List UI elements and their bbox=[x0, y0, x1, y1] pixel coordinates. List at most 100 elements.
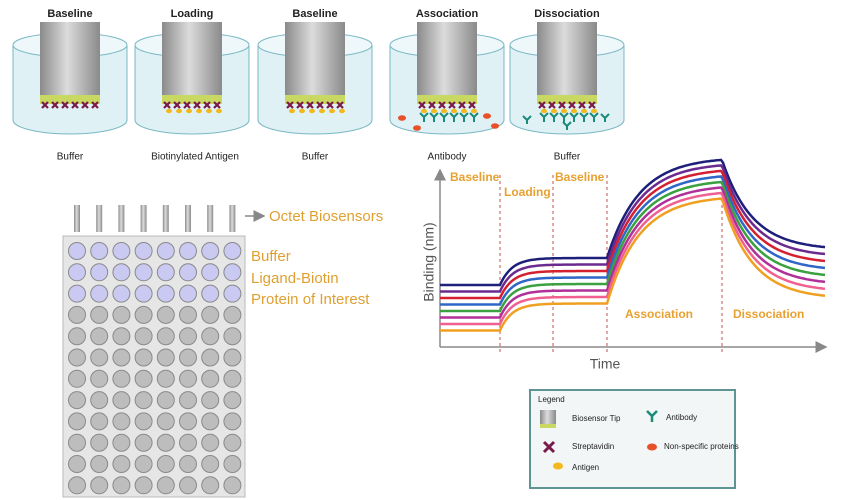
step-title: Baseline bbox=[47, 8, 92, 20]
streptavidin bbox=[41, 101, 49, 109]
streptavidin bbox=[588, 101, 596, 109]
well bbox=[223, 263, 242, 282]
antibody bbox=[459, 112, 469, 122]
well bbox=[156, 391, 175, 410]
sensor-tip bbox=[285, 22, 345, 96]
antibody bbox=[522, 115, 532, 124]
well bbox=[223, 242, 242, 260]
well bbox=[112, 412, 131, 431]
antigen bbox=[551, 108, 557, 114]
graph bbox=[434, 158, 828, 353]
sensor-band bbox=[537, 95, 597, 104]
y-label: Binding (nm) bbox=[421, 222, 437, 301]
streptavidin bbox=[316, 101, 324, 109]
antigen bbox=[329, 108, 335, 114]
icon-streptavidin bbox=[542, 440, 556, 454]
step-caption: Antibody bbox=[428, 152, 467, 163]
well bbox=[134, 412, 153, 431]
nonspecific bbox=[483, 113, 491, 119]
icon-tip-band bbox=[540, 424, 556, 428]
well bbox=[179, 305, 197, 324]
streptavidin bbox=[538, 101, 546, 109]
antigen bbox=[216, 108, 222, 114]
sensor-tip bbox=[162, 22, 222, 96]
streptavidin bbox=[286, 101, 294, 109]
sensor-band bbox=[417, 95, 477, 104]
step-title: Dissociation bbox=[534, 8, 600, 20]
binding-curve bbox=[440, 175, 826, 306]
well bbox=[134, 391, 153, 410]
well bbox=[68, 284, 86, 303]
streptavidin bbox=[418, 101, 426, 109]
antibody bbox=[429, 112, 439, 122]
antibody bbox=[559, 112, 569, 122]
antigen bbox=[421, 108, 427, 114]
legend-item: Streptavidin bbox=[572, 442, 614, 451]
well bbox=[223, 391, 242, 410]
streptavidin bbox=[61, 101, 69, 109]
well bbox=[201, 284, 220, 303]
well bbox=[68, 369, 86, 388]
step-caption: Biotinylated Antigen bbox=[151, 152, 239, 163]
step bbox=[12, 22, 128, 135]
well bbox=[134, 348, 153, 367]
plate bbox=[62, 205, 246, 498]
sensor-band bbox=[162, 95, 222, 104]
row-label: Protein of Interest bbox=[251, 291, 370, 308]
antigen bbox=[166, 108, 172, 114]
well bbox=[223, 455, 242, 473]
antigen bbox=[471, 108, 477, 114]
well bbox=[90, 476, 109, 495]
well bbox=[156, 348, 175, 367]
antigen bbox=[441, 108, 447, 114]
antigen bbox=[541, 108, 547, 114]
well bbox=[156, 242, 175, 260]
step-caption: Buffer bbox=[302, 152, 329, 163]
well bbox=[134, 263, 153, 282]
legend-item: Antibody bbox=[666, 413, 697, 422]
well bbox=[201, 412, 220, 431]
well bbox=[179, 242, 197, 260]
streptavidin bbox=[438, 101, 446, 109]
antibody bbox=[539, 112, 549, 122]
well bbox=[134, 369, 153, 388]
well bbox=[90, 369, 109, 388]
well bbox=[90, 412, 109, 431]
well bbox=[223, 348, 242, 367]
streptavidin bbox=[71, 101, 79, 109]
phase-label: Baseline bbox=[555, 170, 605, 184]
antibody bbox=[562, 121, 572, 130]
antibody bbox=[419, 112, 429, 122]
phase-label: Baseline bbox=[450, 170, 500, 184]
biosensor bbox=[74, 205, 80, 232]
binding-curve bbox=[440, 180, 826, 313]
sensor-tip bbox=[537, 22, 597, 96]
legend-item: Biosensor Tip bbox=[572, 414, 621, 423]
well bbox=[179, 433, 197, 452]
biosensor bbox=[96, 205, 103, 232]
legend-item: Non-specific proteins bbox=[664, 442, 739, 451]
biosensor bbox=[207, 205, 214, 232]
antigen bbox=[206, 108, 212, 114]
well bbox=[134, 433, 153, 452]
antigen bbox=[581, 108, 587, 114]
well bbox=[112, 327, 131, 346]
well bbox=[156, 455, 175, 473]
well bbox=[179, 327, 197, 346]
antigen bbox=[561, 108, 567, 114]
legend-item: Antigen bbox=[572, 463, 599, 472]
nonspecific bbox=[413, 125, 421, 131]
streptavidin bbox=[203, 101, 211, 109]
well bbox=[112, 284, 131, 303]
streptavidin bbox=[193, 101, 201, 109]
biosensor bbox=[162, 205, 169, 232]
antigen bbox=[176, 108, 182, 114]
well bbox=[112, 369, 131, 388]
row-label: Ligand-Biotin bbox=[251, 270, 339, 287]
well bbox=[179, 391, 197, 410]
well bbox=[68, 476, 86, 495]
antigen bbox=[309, 108, 315, 114]
well bbox=[156, 433, 175, 452]
well bbox=[201, 433, 220, 452]
phase-label: Association bbox=[625, 307, 693, 321]
